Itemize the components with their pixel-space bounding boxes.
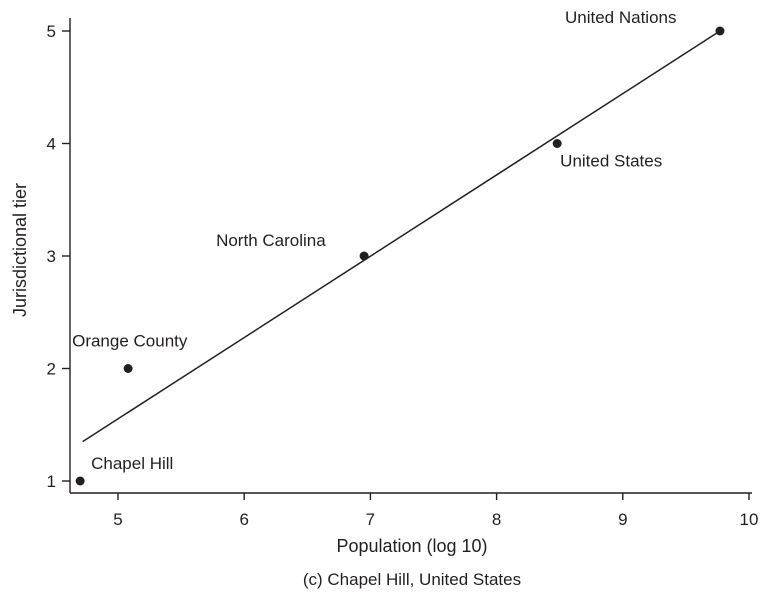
data-point — [359, 251, 369, 261]
x-tick-label: 6 — [239, 510, 248, 529]
data-point-label: Orange County — [72, 332, 188, 351]
y-axis-ticks: 1 2 3 4 5 — [47, 22, 70, 491]
x-axis-ticks: 5 6 7 8 9 10 — [113, 493, 758, 529]
data-point — [552, 139, 562, 148]
data-point — [715, 26, 725, 36]
y-axis-title: Jurisdictional tier — [10, 183, 30, 317]
y-tick-label: 5 — [47, 22, 56, 41]
figure-caption: (c) Chapel Hill, United States — [303, 570, 521, 589]
data-point — [123, 364, 133, 373]
x-tick-label: 7 — [366, 510, 375, 529]
x-tick-label: 10 — [740, 510, 759, 529]
regression-line — [82, 30, 721, 443]
x-tick-label: 5 — [113, 510, 122, 529]
x-axis-title: Population (log 10) — [336, 536, 487, 556]
data-point-label: North Carolina — [216, 231, 326, 250]
y-tick-label: 3 — [47, 247, 56, 266]
data-point-label: United Nations — [565, 8, 677, 27]
data-point — [75, 476, 85, 486]
data-point-label: Chapel Hill — [91, 454, 173, 473]
data-points: Chapel Hill Orange County North Carolina Un… — [72, 8, 725, 486]
data-point-label: United States — [560, 152, 662, 171]
x-tick-label: 8 — [492, 510, 501, 529]
y-tick-label: 4 — [47, 135, 56, 154]
y-tick-label: 1 — [47, 472, 56, 491]
y-tick-label: 2 — [47, 360, 56, 379]
x-tick-label: 9 — [618, 510, 627, 529]
